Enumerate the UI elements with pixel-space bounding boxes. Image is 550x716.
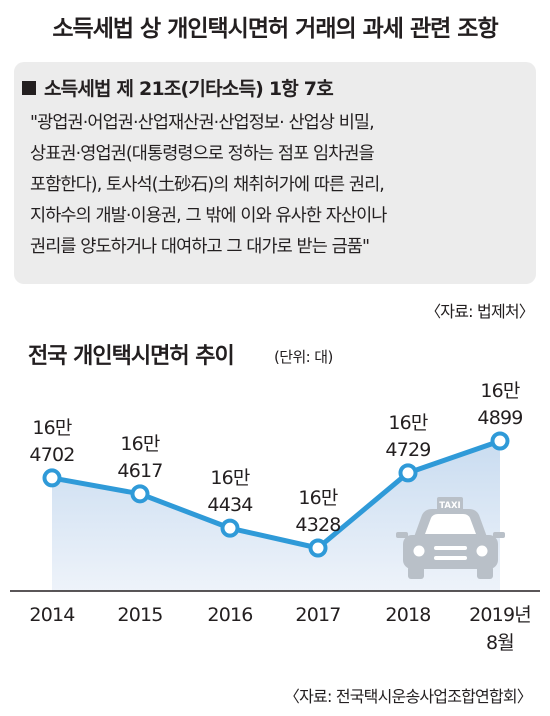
page-title: 소득세법 상 개인택시면허 거래의 과세 관련 조항	[52, 16, 498, 42]
data-label: 16만	[32, 417, 72, 439]
data-point-marker	[42, 468, 62, 488]
law-text-line: "광업권·어업권·산업재산권·산업정보· 산업상 비밀,	[30, 113, 375, 133]
law-text-line: 상표권·영업권(대통령령으로 정하는 점포 임차권을	[30, 144, 375, 164]
data-label: 4617	[117, 460, 162, 482]
x-tick-label: 2019년	[469, 604, 531, 626]
law-excerpt-box	[14, 62, 536, 284]
data-label: 16만	[480, 380, 520, 402]
taxi-icon: TAXI	[396, 497, 505, 579]
chart-title: 전국 개인택시면허 추이	[28, 344, 235, 369]
x-tick-label: 2016	[207, 604, 252, 626]
chart-unit: (단위: 대)	[274, 348, 333, 366]
data-label: 4729	[385, 439, 430, 461]
data-point-marker	[308, 538, 328, 558]
data-point-marker	[490, 431, 510, 451]
bullet-square-icon	[22, 80, 36, 95]
x-tick-label: 2017	[295, 604, 340, 626]
series-line	[49, 438, 503, 551]
law-source: 〈자료: 법제처〉	[425, 302, 535, 321]
data-label: 16만	[388, 412, 428, 434]
law-heading-text: 소득세법 제 21조(기타소득) 1항 7호	[44, 78, 334, 100]
data-label: 16만	[298, 487, 338, 509]
x-tick-label: 2018	[385, 604, 430, 626]
data-point-marker	[398, 463, 418, 483]
law-text-line: 지하수의 개발·이용권, 그 밖에 이와 유사한 자산이나	[30, 206, 387, 226]
data-point-marker	[130, 484, 150, 504]
x-tick-label: 2014	[29, 604, 75, 626]
data-label: 4328	[295, 514, 340, 536]
data-label: 4899	[477, 407, 522, 429]
data-label: 4434	[207, 494, 253, 516]
chart-source: 〈자료: 전국택시운송사업조합연합회〉	[283, 687, 533, 706]
law-text-line: 권리를 양도하거나 대여하고 그 대가로 받는 금품"	[30, 237, 370, 257]
x-tick-label: 8월	[486, 632, 514, 654]
data-label: 16만	[210, 467, 250, 489]
data-label: 16만	[120, 433, 160, 455]
data-point-marker	[220, 518, 240, 538]
law-text: "광업권·어업권·산업재산권·산업정보· 산업상 비밀, 상표권·영업권(대통령…	[30, 108, 387, 263]
law-heading: 소득세법 제 21조(기타소득) 1항 7호	[22, 74, 334, 101]
x-tick-label: 2015	[117, 604, 162, 626]
data-label: 4702	[29, 444, 74, 466]
series-area	[52, 441, 500, 591]
taxi-sign-text: TAXI	[439, 501, 460, 511]
law-text-line: 포함한다), 토사석(土砂石)의 채취허가에 따른 권리,	[30, 175, 385, 195]
